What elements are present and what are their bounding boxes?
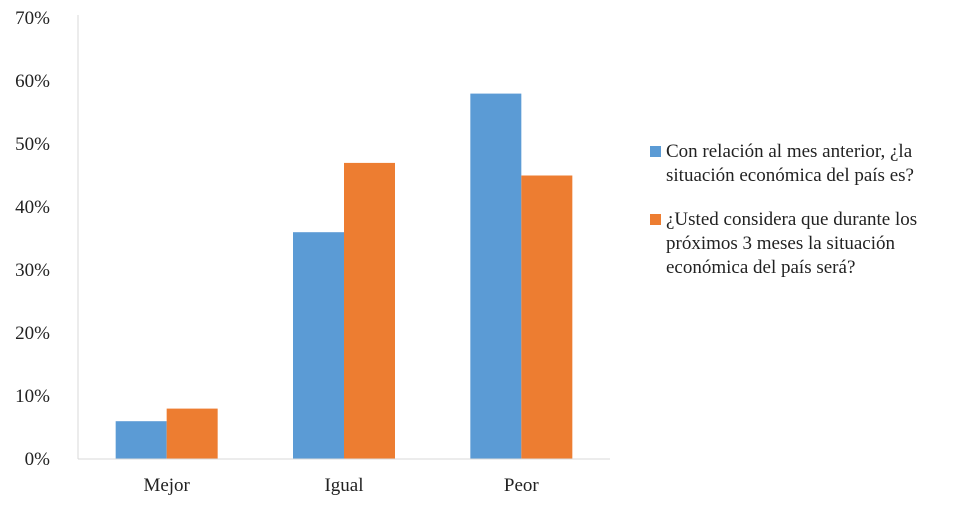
legend-swatch-series-1: [650, 146, 661, 157]
y-tick-label: 60%: [15, 71, 50, 92]
y-tick-label: 20%: [15, 323, 50, 344]
bar-igual-series-1: [293, 232, 344, 459]
y-tick-label: 50%: [15, 134, 50, 155]
y-tick-label: 30%: [15, 260, 50, 281]
bar-peor-series-1: [470, 93, 522, 459]
x-tick-label: Igual: [324, 475, 363, 496]
y-axis: 0% 10% 20% 30% 40% 50% 60% 70%: [15, 8, 50, 470]
legend: Con relación al mes anterior, ¿la situac…: [650, 140, 950, 300]
legend-swatch-series-2: [650, 214, 661, 225]
bars: [115, 93, 573, 459]
x-tick-label: Peor: [504, 475, 540, 496]
y-tick-label: 70%: [15, 8, 50, 29]
y-tick-label: 40%: [15, 197, 50, 218]
legend-label-series-1: Con relación al mes anterior, ¿la situac…: [666, 141, 914, 186]
x-tick-label: Mejor: [143, 475, 190, 496]
bar-igual-series-2: [344, 162, 395, 459]
legend-item-series-1: Con relación al mes anterior, ¿la situac…: [650, 140, 950, 188]
bar-mejor-series-2: [166, 408, 218, 459]
legend-label-series-2: ¿Usted considera que durante los próximo…: [666, 209, 918, 278]
x-axis: Mejor Igual Peor: [77, 15, 610, 496]
bar-peor-series-2: [521, 175, 573, 459]
y-tick-label: 0%: [25, 449, 51, 470]
y-tick-label: 10%: [15, 386, 50, 407]
bar-mejor-series-1: [115, 421, 167, 459]
legend-item-series-2: ¿Usted considera que durante los próximo…: [650, 208, 950, 280]
